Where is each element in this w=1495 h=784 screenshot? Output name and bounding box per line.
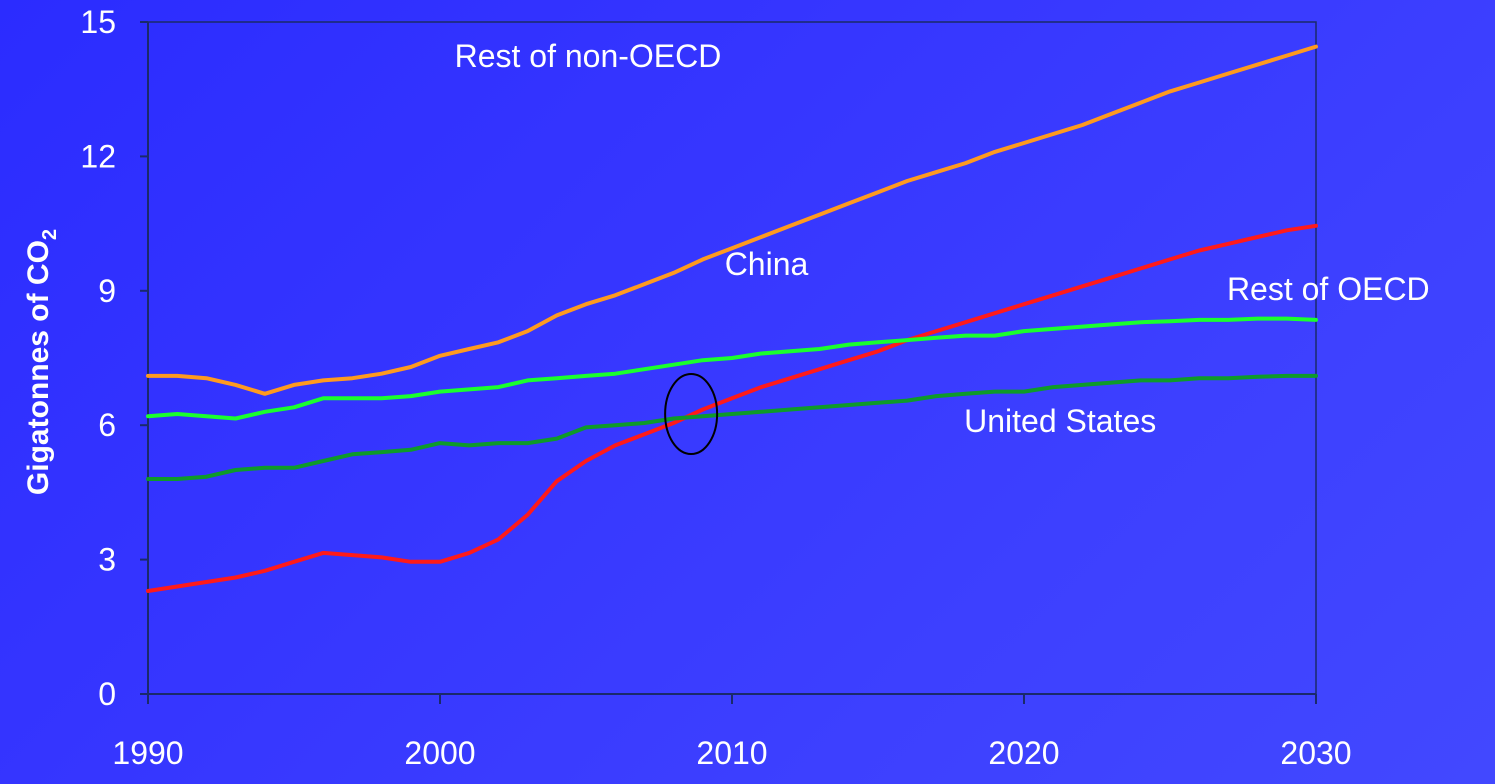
series-lines [146,44,1318,593]
series-labels: Rest of non-OECD China Rest of OECD United … [455,38,1430,439]
axes [140,21,1317,704]
y-axis-title: Gigatonnes of CO2 [22,229,61,495]
y-tick-label: 12 [80,138,116,174]
series-line-united-states [146,373,1318,481]
y-axis-title-subscript: 2 [39,229,61,240]
x-tick-label: 2030 [1280,735,1351,771]
y-tick-label: 3 [98,542,116,578]
series-line-china [146,223,1318,593]
tick-labels: 0 3 6 9 12 15 1990 2000 2010 2020 2030 [80,4,1351,771]
series-line-rest-of-non-oecd [146,44,1318,396]
series-label-rest-of-non-oecd: Rest of non-OECD [455,38,722,74]
series-label-united-states: United States [964,403,1156,439]
x-tick-label: 2000 [404,735,475,771]
y-axis-title-text: Gigatonnes of CO [22,240,55,495]
crossover-ellipse [664,373,719,455]
series-line-rest-of-oecd [146,316,1318,421]
y-tick-label: 0 [98,676,116,712]
series-label-rest-of-oecd: Rest of OECD [1227,271,1430,307]
annotations [664,373,719,455]
series-label-china: China [725,246,809,282]
x-tick-label: 2020 [988,735,1059,771]
x-tick-label: 1990 [112,735,183,771]
y-tick-label: 9 [98,273,116,309]
x-tick-label: 2010 [696,735,767,771]
y-tick-label: 6 [98,407,116,443]
y-tick-label: 15 [80,4,116,40]
